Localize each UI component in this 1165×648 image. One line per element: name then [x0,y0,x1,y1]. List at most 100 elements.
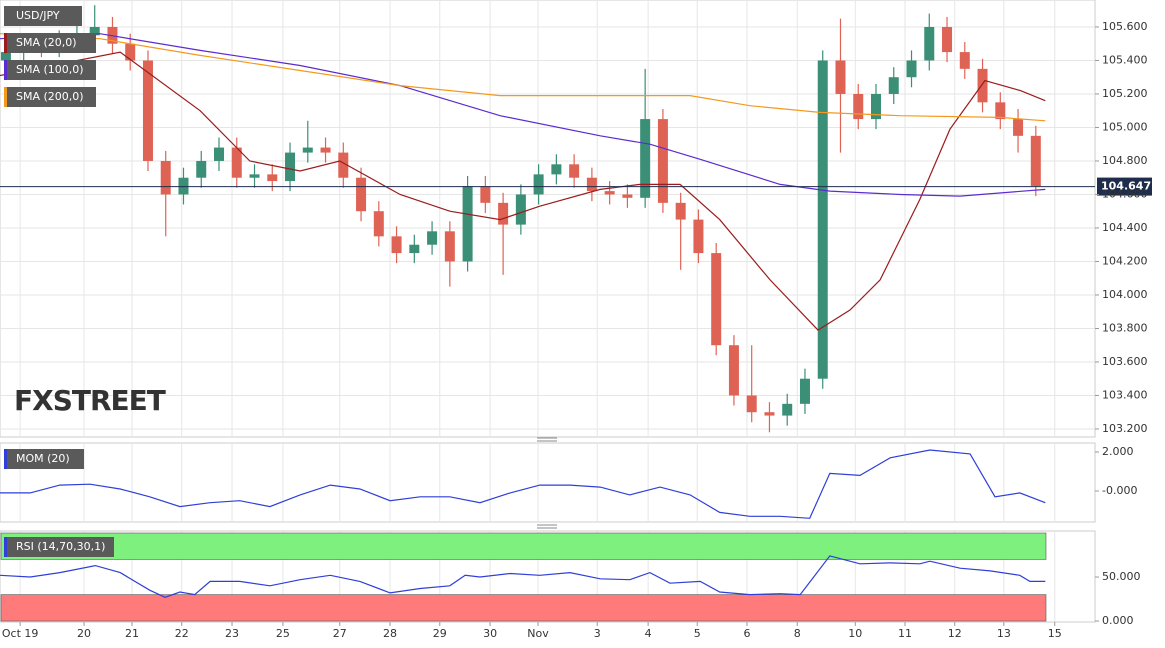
candle-body [640,119,651,198]
y-tick-label: 105.200 [1102,87,1148,100]
x-tick-label: 22 [175,627,189,640]
candle-body [498,202,509,225]
y-tick-label: 103.400 [1102,388,1148,401]
candle-body [320,147,331,153]
candle-body [196,160,207,178]
x-tick-label: 15 [1048,627,1062,640]
y-tick-label: 104.400 [1102,221,1148,234]
legend-swatch [4,449,7,469]
x-tick-label: 10 [848,627,862,640]
legend-entry: SMA (100,0) [16,63,84,76]
candle-body [267,174,278,182]
y-tick-label: 105.600 [1102,20,1148,33]
legend-swatch [4,60,7,80]
candle-body [125,43,136,61]
band [0,594,1047,622]
y-tick-label: 103.600 [1102,355,1148,368]
panel-handle [537,437,557,442]
candle-body [657,119,668,203]
series-line [0,449,1046,519]
candle-body [764,412,775,416]
candle-body [391,236,402,254]
candle-body [746,395,757,413]
marks [0,5,1046,598]
watermark: FXSTREET [14,384,166,417]
y-tick-label: 104.200 [1102,254,1148,267]
candle-body [817,60,828,379]
candle-body [480,186,491,203]
candle-body [693,219,704,254]
legend-box [4,449,84,469]
x-tick-label: 5 [694,627,701,640]
legend-entry: RSI (14,70,30,1) [16,540,105,553]
candle-body [409,244,420,254]
candle-body [888,77,899,94]
x-tick-label: 11 [898,627,912,640]
x-tick-label: 12 [948,627,962,640]
candle-body [835,60,846,94]
legend-entry: SMA (200,0) [16,90,84,103]
candle-body [853,93,864,120]
x-tick-label: Nov [527,627,549,640]
candle-body [728,345,739,396]
candle-body [1013,119,1024,136]
candle-body [995,102,1006,120]
candle-body [444,231,455,262]
candle-body [959,52,970,69]
candle-body [214,147,224,161]
x-tick-label: Oct 19 [2,627,39,640]
legend-title: USD/JPY [16,9,60,22]
candle-body [142,60,153,161]
candle-body [356,177,367,212]
legend-entry: SMA (20,0) [16,36,77,49]
candle-body [622,194,633,198]
x-tick-label: 3 [594,627,601,640]
mom-panel [0,442,1096,523]
legend-swatch [4,537,7,557]
candle-body [89,26,100,36]
y-tick-label: 104.000 [1102,288,1148,301]
x-tick-label: 21 [125,627,139,640]
current-price-label: 104.647 [1101,180,1151,193]
x-tick-label: 4 [645,627,652,640]
y-tick-label: 50.000 [1102,570,1141,583]
candle-body [906,60,917,78]
series-line [0,51,1046,331]
y-tick-label: 105.000 [1102,120,1148,133]
candle-body [924,26,935,61]
legend-box [4,33,96,53]
x-tick-label: 27 [333,627,347,640]
candle-body [871,93,881,120]
candle-body [1030,135,1041,187]
candle-body [942,26,953,53]
x-tick-label: 29 [433,627,447,640]
candle-body [427,231,438,245]
x-tick-label: 20 [77,627,91,640]
overlay: USD/JPY SMA (20,0) SMA (100,0) SMA (200,0) 1… [0,6,1152,557]
candle-body [586,177,597,192]
legend-box [4,87,96,107]
candle-body [675,202,686,220]
y-tick-label: -0.000 [1102,484,1137,497]
y-tick-label: 103.200 [1102,422,1148,435]
series-line [0,33,1046,197]
candle-body [711,253,722,346]
legend-swatch [4,87,7,107]
x-tick-label: 8 [794,627,801,640]
candle-body [551,164,562,175]
candle-body [373,211,384,237]
y-tick-label: 104.800 [1102,154,1148,167]
y-tick-label: 2.000 [1102,445,1134,458]
price-label-box [1097,177,1152,196]
y-tick-label: 104.600 [1102,187,1148,200]
candle-body [604,191,615,195]
band [0,532,1047,560]
candle-body [977,68,988,103]
series-line [0,33,1046,122]
candle-body [338,152,349,178]
grid: FXSTREET [0,0,1095,622]
candle-body [799,378,810,404]
candle-body [231,147,242,178]
